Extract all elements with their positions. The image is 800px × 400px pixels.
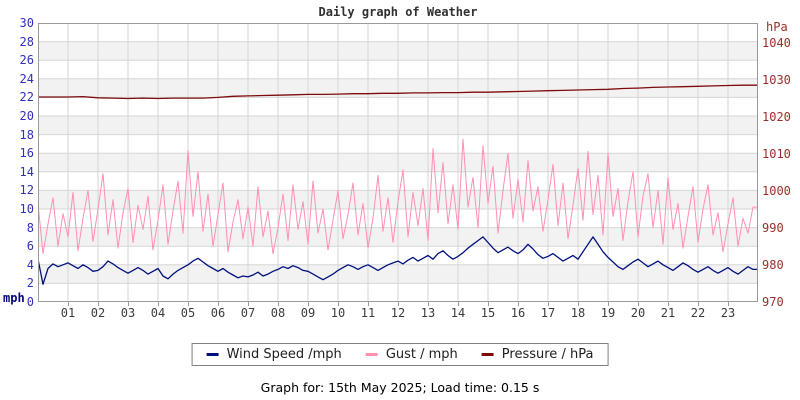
x-axis-tick-label: 17: [540, 306, 556, 320]
right-axis-unit-label: hPa: [766, 20, 788, 34]
series-line-gust-mph: [38, 138, 758, 255]
legend: Wind Speed /mph Gust / mph Pressure / hPa: [191, 343, 609, 366]
x-axis-tick-mark: [188, 302, 189, 306]
x-axis-tick-mark: [68, 302, 69, 306]
x-axis-tick-mark: [488, 302, 489, 306]
y-axis-tick-label-left: 4: [26, 257, 34, 272]
x-axis-tick-mark: [368, 302, 369, 306]
x-axis-tick-mark: [158, 302, 159, 306]
legend-swatch-gust-mph: [365, 353, 378, 356]
y-axis-tick-label-right: 990: [762, 221, 784, 235]
y-axis-tick-label-right: 980: [762, 258, 784, 272]
x-axis-tick-label: 06: [210, 306, 226, 320]
x-axis-tick-label: 13: [420, 306, 436, 320]
y-axis-tick-label-left: 14: [19, 164, 34, 179]
y-axis-tick-label-right: 1010: [762, 147, 791, 161]
x-axis-tick-label: 01: [60, 306, 76, 320]
x-axis-tick-label: 14: [450, 306, 466, 320]
x-axis-tick-mark: [548, 302, 549, 306]
x-axis-tick-label: 04: [150, 306, 166, 320]
x-axis-tick-label: 19: [600, 306, 616, 320]
y-axis-tick-label-left: 6: [26, 239, 34, 254]
legend-label-wind-speed-mph: Wind Speed /mph: [226, 347, 342, 362]
chart-title: Daily graph of Weather: [318, 5, 478, 19]
plot-border: [38, 23, 758, 302]
x-axis-tick-mark: [128, 302, 129, 306]
x-axis-tick-label: 21: [660, 306, 676, 320]
x-axis-tick-mark: [338, 302, 339, 306]
y-axis-tick-label-left: 22: [19, 90, 34, 105]
x-axis-tick-mark: [518, 302, 519, 306]
y-axis-tick-label-left: 26: [19, 53, 34, 68]
x-axis-tick-label: 09: [300, 306, 316, 320]
x-axis-tick-mark: [98, 302, 99, 306]
x-axis-tick-label: 18: [570, 306, 586, 320]
footer-status: Graph for: 15th May 2025; Load time: 0.1…: [260, 380, 540, 395]
x-axis-tick-label: 07: [240, 306, 256, 320]
x-axis-tick-mark: [278, 302, 279, 306]
x-axis-tick-mark: [398, 302, 399, 306]
y-axis-tick-label-left: 30: [19, 16, 34, 30]
y-axis-tick-label-right: 1000: [762, 184, 791, 198]
x-axis-tick-mark: [728, 302, 729, 306]
y-axis-tick-label-right: 970: [762, 295, 784, 309]
y-axis-tick-label-left: 10: [19, 202, 34, 216]
x-axis-tick-mark: [218, 302, 219, 306]
x-axis-tick-mark: [578, 302, 579, 306]
y-axis-tick-label-right: 1040: [762, 36, 791, 50]
left-axis-unit-label: mph: [3, 291, 25, 305]
x-axis-tick-label: 23: [720, 306, 736, 320]
x-axis-tick-label: 03: [120, 306, 136, 320]
x-axis-tick-label: 22: [690, 306, 706, 320]
y-axis-tick-label-left: 2: [26, 276, 34, 291]
series-line-pressure-hpa: [38, 84, 758, 100]
x-axis-tick-label: 12: [390, 306, 406, 320]
legend-item-wind-speed-mph: Wind Speed /mph: [206, 347, 342, 362]
x-axis-tick-label: 02: [90, 306, 106, 320]
x-axis-tick-label: 10: [330, 306, 346, 320]
y-axis-tick-label-left: 28: [19, 34, 34, 49]
y-axis-tick-label-left: 12: [19, 183, 34, 198]
y-axis-tick-label-left: 18: [19, 127, 34, 142]
legend-label-pressure-hpa: Pressure / hPa: [501, 347, 594, 362]
x-axis-tick-mark: [428, 302, 429, 306]
legend-swatch-wind-speed-mph: [206, 353, 219, 356]
x-axis-tick-label: 05: [180, 306, 196, 320]
x-axis-tick-mark: [668, 302, 669, 306]
x-axis-tick-label: 11: [360, 306, 376, 320]
series-line-wind-speed-mph: [38, 236, 758, 285]
legend-label-gust-mph: Gust / mph: [385, 347, 458, 362]
y-axis-tick-label-left: 8: [26, 220, 34, 235]
x-axis-tick-mark: [608, 302, 609, 306]
x-axis-tick-mark: [638, 302, 639, 306]
x-axis-tick-mark: [248, 302, 249, 306]
legend-item-gust-mph: Gust / mph: [365, 347, 458, 362]
x-axis-tick-mark: [698, 302, 699, 306]
x-axis-tick-mark: [308, 302, 309, 306]
y-axis-tick-label-left: 20: [19, 109, 34, 123]
legend-item-pressure-hpa: Pressure / hPa: [481, 347, 594, 362]
y-axis-tick-label-left: 0: [26, 295, 34, 309]
y-axis-tick-label-left: 16: [19, 146, 34, 161]
plot-area: [38, 23, 758, 302]
legend-swatch-pressure-hpa: [481, 353, 494, 356]
x-axis-tick-label: 20: [630, 306, 646, 320]
x-axis-tick-label: 16: [510, 306, 526, 320]
x-axis-tick-label: 15: [480, 306, 496, 320]
y-axis-tick-label-right: 1030: [762, 73, 791, 87]
y-axis-tick-label-left: 24: [19, 71, 34, 86]
y-axis-tick-label-right: 1020: [762, 110, 791, 124]
x-axis-tick-mark: [458, 302, 459, 306]
x-axis-tick-label: 08: [270, 306, 286, 320]
